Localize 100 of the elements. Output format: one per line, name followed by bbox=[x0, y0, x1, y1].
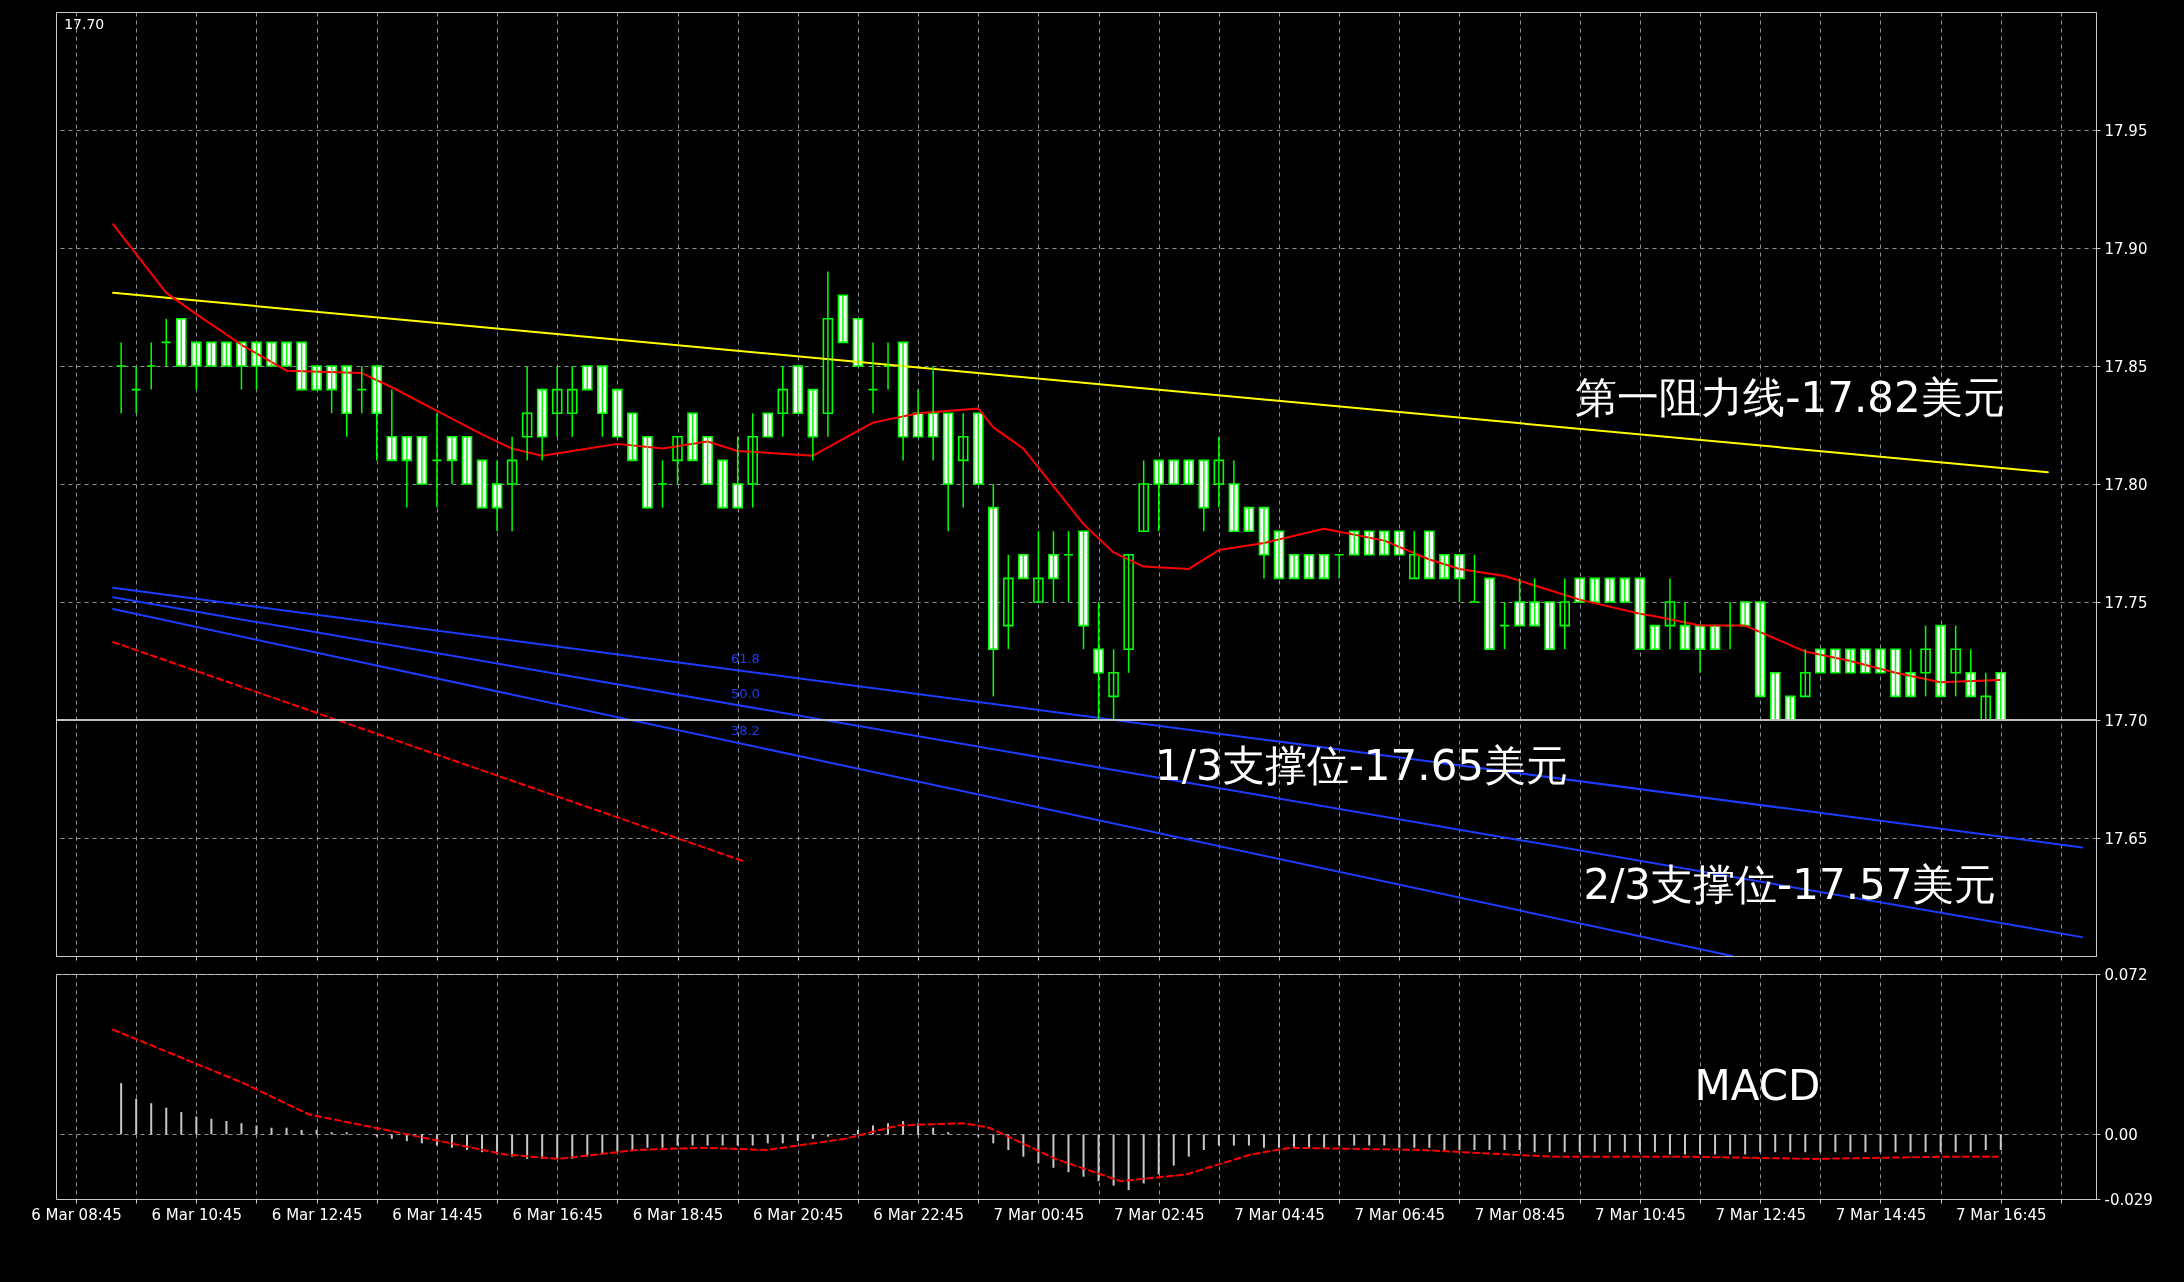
bar bbox=[646, 1134, 649, 1148]
bar bbox=[255, 1125, 258, 1135]
bar bbox=[180, 1112, 183, 1135]
y-tick-label: -0.029 bbox=[2104, 1190, 2153, 1209]
bar bbox=[1984, 1134, 1987, 1150]
x-tick-label: 6 Mar 12:45 bbox=[271, 1205, 363, 1224]
bar bbox=[240, 1123, 243, 1135]
x-tick-label: 7 Mar 16:45 bbox=[1955, 1205, 2047, 1224]
bar bbox=[691, 1134, 694, 1146]
x-tick-label: 7 Mar 12:45 bbox=[1715, 1205, 1806, 1224]
bar bbox=[1533, 1134, 1536, 1153]
candlestick bbox=[988, 483, 999, 698]
bar bbox=[1338, 1134, 1341, 1146]
candlestick bbox=[341, 365, 352, 438]
candlestick bbox=[1769, 672, 1781, 721]
candlestick bbox=[176, 318, 187, 367]
series-label: 61.8 bbox=[730, 651, 760, 667]
candlestick bbox=[1619, 577, 1631, 603]
y-tick-label: 17.95 bbox=[2104, 121, 2148, 140]
bar bbox=[1774, 1134, 1777, 1153]
bar bbox=[1699, 1134, 1702, 1155]
bar bbox=[1112, 1134, 1115, 1186]
bar bbox=[541, 1134, 544, 1159]
bar bbox=[1097, 1134, 1100, 1182]
bar bbox=[135, 1098, 138, 1135]
candlestick bbox=[1649, 624, 1661, 650]
bar bbox=[420, 1134, 423, 1144]
bar bbox=[1458, 1134, 1461, 1150]
candlestick bbox=[461, 436, 473, 485]
candlestick bbox=[1875, 648, 1886, 674]
candlestick bbox=[566, 365, 578, 438]
bar bbox=[1834, 1134, 1837, 1153]
bar bbox=[1172, 1134, 1175, 1166]
bar bbox=[526, 1134, 529, 1159]
bar bbox=[1293, 1134, 1296, 1148]
bar bbox=[1623, 1134, 1626, 1153]
bar bbox=[1924, 1134, 1927, 1153]
bar bbox=[706, 1134, 709, 1146]
bar bbox=[811, 1134, 814, 1139]
bar bbox=[1142, 1134, 1145, 1184]
candlestick bbox=[1544, 601, 1555, 650]
bar bbox=[330, 1132, 333, 1135]
candlestick bbox=[1920, 624, 1931, 698]
candlestick bbox=[416, 436, 428, 485]
y-tick-label: 17.85 bbox=[2104, 357, 2148, 376]
bar bbox=[1082, 1134, 1085, 1177]
bar bbox=[1308, 1134, 1311, 1148]
candlestick bbox=[1754, 601, 1766, 698]
bar bbox=[1443, 1134, 1446, 1150]
candlestick bbox=[476, 459, 488, 509]
candlestick bbox=[221, 341, 232, 367]
candlestick bbox=[1078, 530, 1089, 650]
candlestick bbox=[1484, 577, 1495, 650]
bar bbox=[165, 1107, 168, 1135]
bar bbox=[195, 1116, 198, 1135]
bar bbox=[210, 1118, 213, 1135]
bar bbox=[766, 1134, 769, 1144]
bar bbox=[1684, 1134, 1686, 1155]
bar bbox=[1202, 1134, 1205, 1150]
bar bbox=[1067, 1134, 1070, 1173]
bar bbox=[1262, 1134, 1265, 1148]
candlestick bbox=[582, 365, 593, 391]
bar bbox=[947, 1132, 950, 1135]
candlestick bbox=[1935, 624, 1946, 698]
bar bbox=[1413, 1134, 1416, 1148]
bar bbox=[390, 1134, 393, 1139]
bar bbox=[1278, 1134, 1280, 1148]
bar bbox=[511, 1134, 514, 1157]
candlestick bbox=[1424, 530, 1435, 580]
candlestick bbox=[1168, 459, 1180, 485]
candlestick bbox=[281, 341, 292, 367]
bar bbox=[1909, 1134, 1912, 1153]
candlestick bbox=[1003, 554, 1014, 650]
bar bbox=[571, 1134, 574, 1159]
candlestick bbox=[1439, 554, 1450, 580]
x-tick-label: 6 Mar 08:45 bbox=[31, 1205, 122, 1224]
bar bbox=[1563, 1134, 1566, 1153]
bar bbox=[661, 1134, 664, 1148]
x-tick-label: 6 Mar 16:45 bbox=[512, 1205, 604, 1224]
bar bbox=[1037, 1134, 1040, 1164]
bar bbox=[781, 1134, 784, 1144]
candlestick bbox=[1890, 648, 1901, 698]
candlestick bbox=[792, 365, 804, 414]
bar bbox=[1729, 1134, 1732, 1155]
bar bbox=[1578, 1134, 1581, 1153]
candlestick bbox=[191, 341, 202, 391]
bar bbox=[736, 1134, 739, 1146]
candlestick bbox=[1604, 577, 1616, 603]
bar bbox=[1518, 1134, 1521, 1150]
candlestick bbox=[1995, 672, 2007, 721]
candlestick bbox=[1784, 695, 1796, 721]
candlestick bbox=[1048, 530, 1059, 603]
bar bbox=[616, 1134, 619, 1153]
candlestick bbox=[296, 341, 307, 391]
bar bbox=[1608, 1134, 1611, 1153]
candlestick bbox=[732, 436, 743, 509]
x-tick-label: 6 Mar 20:45 bbox=[753, 1205, 844, 1224]
candlestick bbox=[1559, 577, 1570, 650]
annotation: 17.70 bbox=[64, 15, 105, 32]
x-tick-label: 6 Mar 14:45 bbox=[392, 1205, 483, 1224]
